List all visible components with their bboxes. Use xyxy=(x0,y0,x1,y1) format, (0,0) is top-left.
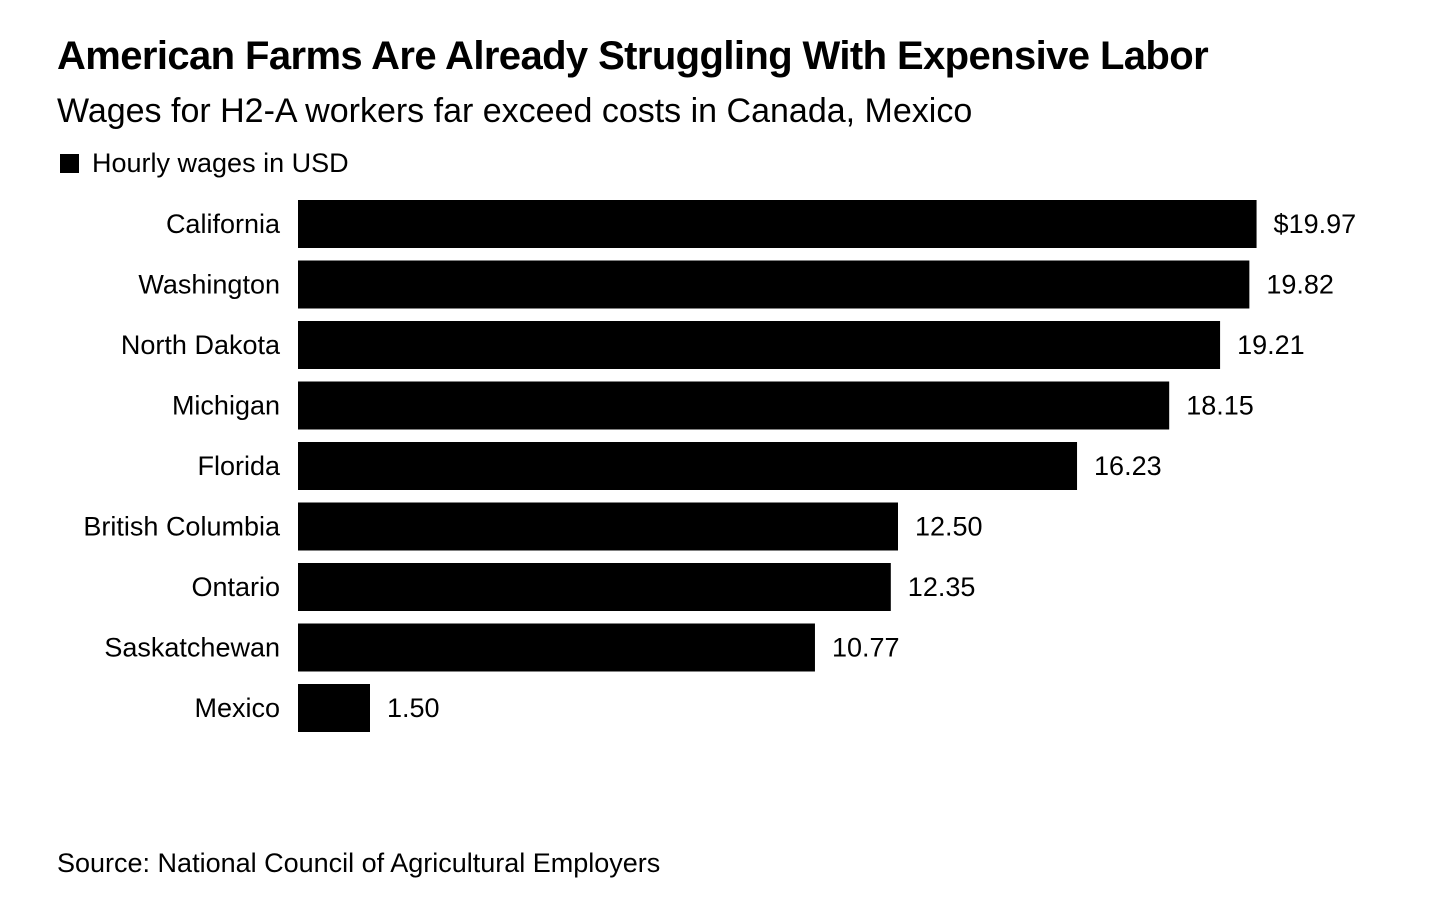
chart-title: American Farms Are Already Struggling Wi… xyxy=(57,34,1209,78)
bar xyxy=(298,321,1221,369)
value-label: 16.23 xyxy=(1094,451,1162,481)
category-label: British Columbia xyxy=(83,512,281,542)
value-label: 10.77 xyxy=(832,633,900,663)
source-note: Source: National Council of Agricultural… xyxy=(57,848,661,878)
category-label: North Dakota xyxy=(121,330,281,360)
bar xyxy=(298,684,370,732)
value-label: 19.82 xyxy=(1266,270,1334,300)
bar xyxy=(298,563,891,611)
legend-swatch xyxy=(60,154,79,173)
bar xyxy=(298,260,1250,309)
bar xyxy=(298,502,898,551)
bar xyxy=(298,623,815,672)
category-label: Florida xyxy=(197,451,281,481)
value-label: 19.21 xyxy=(1237,330,1305,360)
value-label: 12.35 xyxy=(908,572,976,602)
bar xyxy=(298,442,1078,490)
value-label: 12.50 xyxy=(915,512,983,542)
bar-chart: California $19.97 Washington 19.82 North Dak… xyxy=(83,200,1357,732)
bar xyxy=(298,200,1257,248)
legend: Hourly wages in USD xyxy=(60,148,349,179)
category-label: Ontario xyxy=(191,572,280,602)
chart-subtitle: Wages for H2-A workers far exceed costs … xyxy=(57,92,973,130)
category-label: Mexico xyxy=(194,693,280,723)
bar xyxy=(298,381,1170,430)
category-label: California xyxy=(166,209,281,239)
legend-label: Hourly wages in USD xyxy=(92,148,349,178)
category-label: Washington xyxy=(138,270,280,300)
value-label: $19.97 xyxy=(1274,209,1357,239)
value-label: 1.50 xyxy=(387,693,440,723)
category-label: Michigan xyxy=(172,391,280,421)
value-label: 18.15 xyxy=(1186,391,1254,421)
category-label: Saskatchewan xyxy=(104,633,280,663)
